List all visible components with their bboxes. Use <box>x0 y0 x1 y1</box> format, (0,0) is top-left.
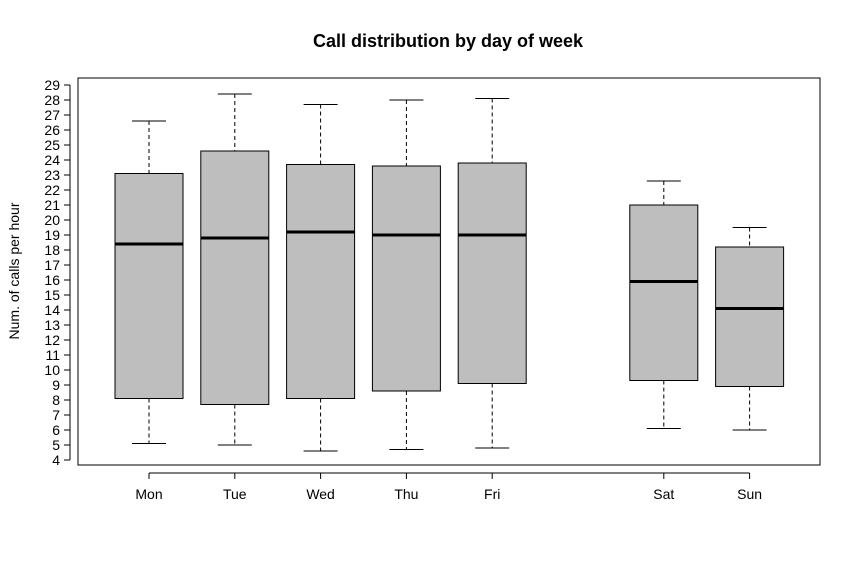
x-tick-label: Wed <box>306 486 335 502</box>
plot-frame <box>77 77 821 466</box>
y-axis-title: Num. of calls per hour <box>6 202 22 339</box>
x-tick-label: Thu <box>394 486 418 502</box>
x-tick-label: Sun <box>737 486 762 502</box>
y-tick-label: 26 <box>44 122 60 138</box>
iqr-box <box>286 164 356 399</box>
y-tick-label: 28 <box>44 92 60 108</box>
iqr-box <box>371 165 441 392</box>
box-thu <box>371 99 441 450</box>
y-tick-label: 7 <box>52 407 60 423</box>
y-tick-label: 29 <box>44 77 60 93</box>
y-tick-label: 4 <box>52 452 60 468</box>
y-tick-label: 27 <box>44 107 60 123</box>
y-tick-label: 15 <box>44 287 60 303</box>
x-axis: Mon Tue Wed Thu Fri Sat Sun <box>135 472 762 502</box>
iqr-box <box>457 162 527 384</box>
y-tick-label: 9 <box>52 377 60 393</box>
y-tick-label: 18 <box>44 242 60 258</box>
x-tick-label: Mon <box>135 486 162 502</box>
x-tick-label: Sat <box>653 486 674 502</box>
box-sun <box>715 227 785 431</box>
box-sat <box>629 180 699 429</box>
y-tick-label: 25 <box>44 137 60 153</box>
x-tick-label: Tue <box>223 486 247 502</box>
x-tick-label: Fri <box>484 486 500 502</box>
y-tick-label: 10 <box>44 362 60 378</box>
iqr-box <box>715 246 785 387</box>
y-tick-label: 20 <box>44 212 60 228</box>
y-tick-label: 23 <box>44 167 60 183</box>
boxes <box>114 93 785 452</box>
box-fri <box>457 98 527 449</box>
y-tick-label: 5 <box>52 437 60 453</box>
box-wed <box>286 104 356 452</box>
y-tick-label: 19 <box>44 227 60 243</box>
y-tick-label: 13 <box>44 317 60 333</box>
box-tue <box>200 93 270 446</box>
y-tick-label: 17 <box>44 257 60 273</box>
y-tick-label: 14 <box>44 302 60 318</box>
iqr-box <box>200 150 270 405</box>
chart-title: Call distribution by day of week <box>313 31 584 51</box>
box-mon <box>114 120 184 444</box>
y-tick-label: 6 <box>52 422 60 438</box>
y-axis: 4567891011121314151617181920212223242526… <box>44 77 71 468</box>
y-tick-label: 24 <box>44 152 60 168</box>
y-tick-label: 12 <box>44 332 60 348</box>
iqr-box <box>629 204 699 381</box>
y-tick-label: 21 <box>44 197 60 213</box>
y-tick-label: 22 <box>44 182 60 198</box>
iqr-box <box>114 173 184 399</box>
y-tick-label: 16 <box>44 272 60 288</box>
y-tick-label: 8 <box>52 392 60 408</box>
y-tick-label: 11 <box>45 347 60 363</box>
